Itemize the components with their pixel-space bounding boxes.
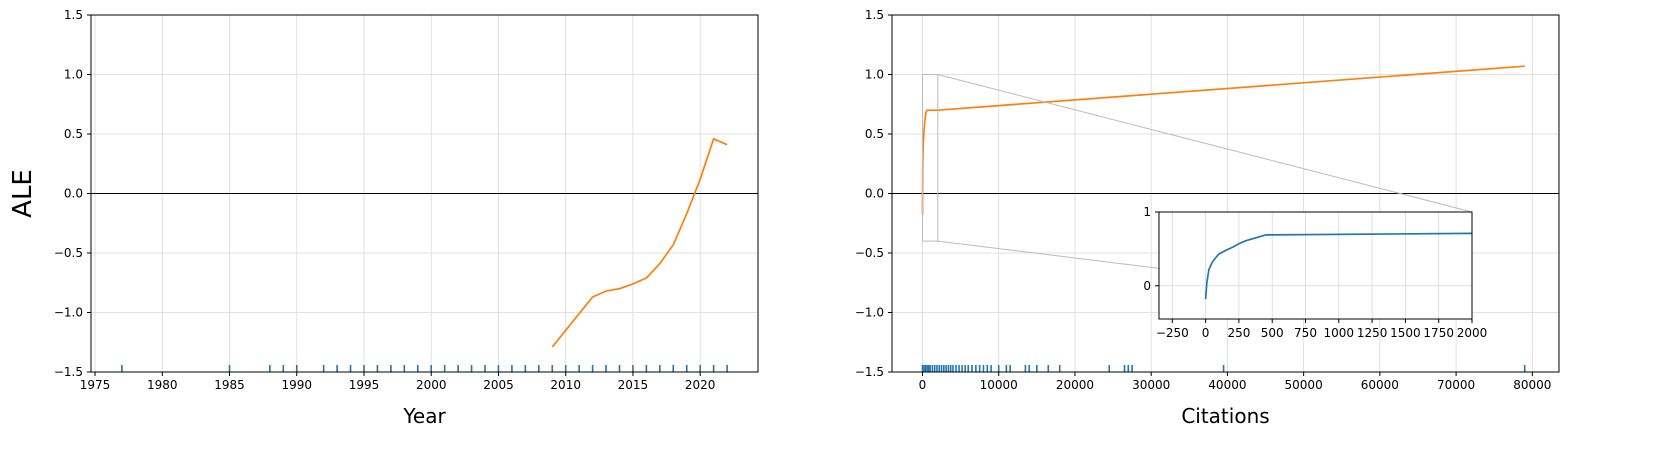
- citations-ale-panel: 0 10000 20000 30000 40000 50000 60000 70000 8000…: [855, 8, 1560, 428]
- zoom-region-box: [921, 74, 939, 242]
- inset-x-tick-label: 750: [1294, 326, 1317, 340]
- x-tick-label: 2015: [618, 378, 649, 392]
- ale-series-line: [921, 65, 1525, 215]
- zoom-connector-line: [937, 74, 1473, 213]
- zoom-connector-line: [937, 240, 1190, 273]
- inset-x-tick-label: 1500: [1390, 326, 1421, 340]
- inset-x-tick-label: 1000: [1324, 326, 1355, 340]
- x-tick-label: 0: [919, 378, 927, 392]
- y-tick-label: 1.5: [64, 8, 83, 22]
- x-axis-label: Year: [402, 404, 446, 428]
- inset-y-tick-label: 0: [1143, 279, 1151, 293]
- x-axis-label: Citations: [1181, 404, 1269, 428]
- x-tick-label: 2020: [685, 378, 716, 392]
- x-tick-label: 1985: [214, 378, 245, 392]
- x-tick-label: 40000: [1208, 378, 1246, 392]
- inset-x-tick-label: 2000: [1457, 326, 1488, 340]
- y-axis-label: ALE: [8, 169, 38, 218]
- y-tick-label: −0.5: [855, 246, 884, 260]
- y-tick-label: −1.5: [855, 365, 884, 379]
- inset-x-tick-label: 1750: [1423, 326, 1454, 340]
- inset-axes: −250 0 250 500 750 1000 1250 1500 1750 2000 0 1: [1143, 205, 1487, 340]
- x-tick-label: 1980: [147, 378, 178, 392]
- inset-x-tick-label: 500: [1261, 326, 1284, 340]
- inset-x-tick-label: 1250: [1357, 326, 1388, 340]
- y-tick-label: 1.5: [865, 8, 884, 22]
- inset-x-tick-label: −250: [1156, 326, 1189, 340]
- y-tick-label: 0.0: [865, 187, 884, 201]
- y-tick-label: −0.5: [54, 246, 83, 260]
- y-tick-label: −1.0: [855, 306, 884, 320]
- y-tick-label: 1.0: [64, 68, 83, 82]
- inset-series-line: [1204, 232, 1473, 300]
- y-tick-label: 0.5: [64, 127, 83, 141]
- inset-y-tick-label: 1: [1143, 205, 1151, 219]
- x-tick-label: 2005: [483, 378, 514, 392]
- y-tick-label: 0.0: [64, 187, 83, 201]
- x-tick-label: 1975: [80, 378, 111, 392]
- x-tick-label: 50000: [1285, 378, 1323, 392]
- x-tick-label: 70000: [1437, 378, 1475, 392]
- inset-x-tick-label: 250: [1227, 326, 1250, 340]
- x-tick-label: 2010: [550, 378, 581, 392]
- x-tick-label: 1995: [349, 378, 380, 392]
- ale-series-line: [551, 137, 728, 348]
- y-tick-label: 1.0: [865, 68, 884, 82]
- y-tick-label: 0.5: [865, 127, 884, 141]
- x-tick-label: 60000: [1361, 378, 1399, 392]
- x-tick-label: 20000: [1056, 378, 1094, 392]
- y-tick-label: −1.5: [54, 365, 83, 379]
- year-ale-panel: 1975 1980 1985 1990 1995 2000 2005 2010 2015 2020…: [8, 8, 759, 428]
- x-tick-label: 30000: [1132, 378, 1170, 392]
- x-tick-label: 80000: [1513, 378, 1551, 392]
- inset-x-tick-label: 0: [1202, 326, 1210, 340]
- x-tick-label: 10000: [980, 378, 1018, 392]
- y-tick-label: −1.0: [54, 306, 83, 320]
- inset-frame: [1158, 211, 1473, 320]
- x-tick-label: 2000: [416, 378, 447, 392]
- x-tick-label: 1990: [281, 378, 312, 392]
